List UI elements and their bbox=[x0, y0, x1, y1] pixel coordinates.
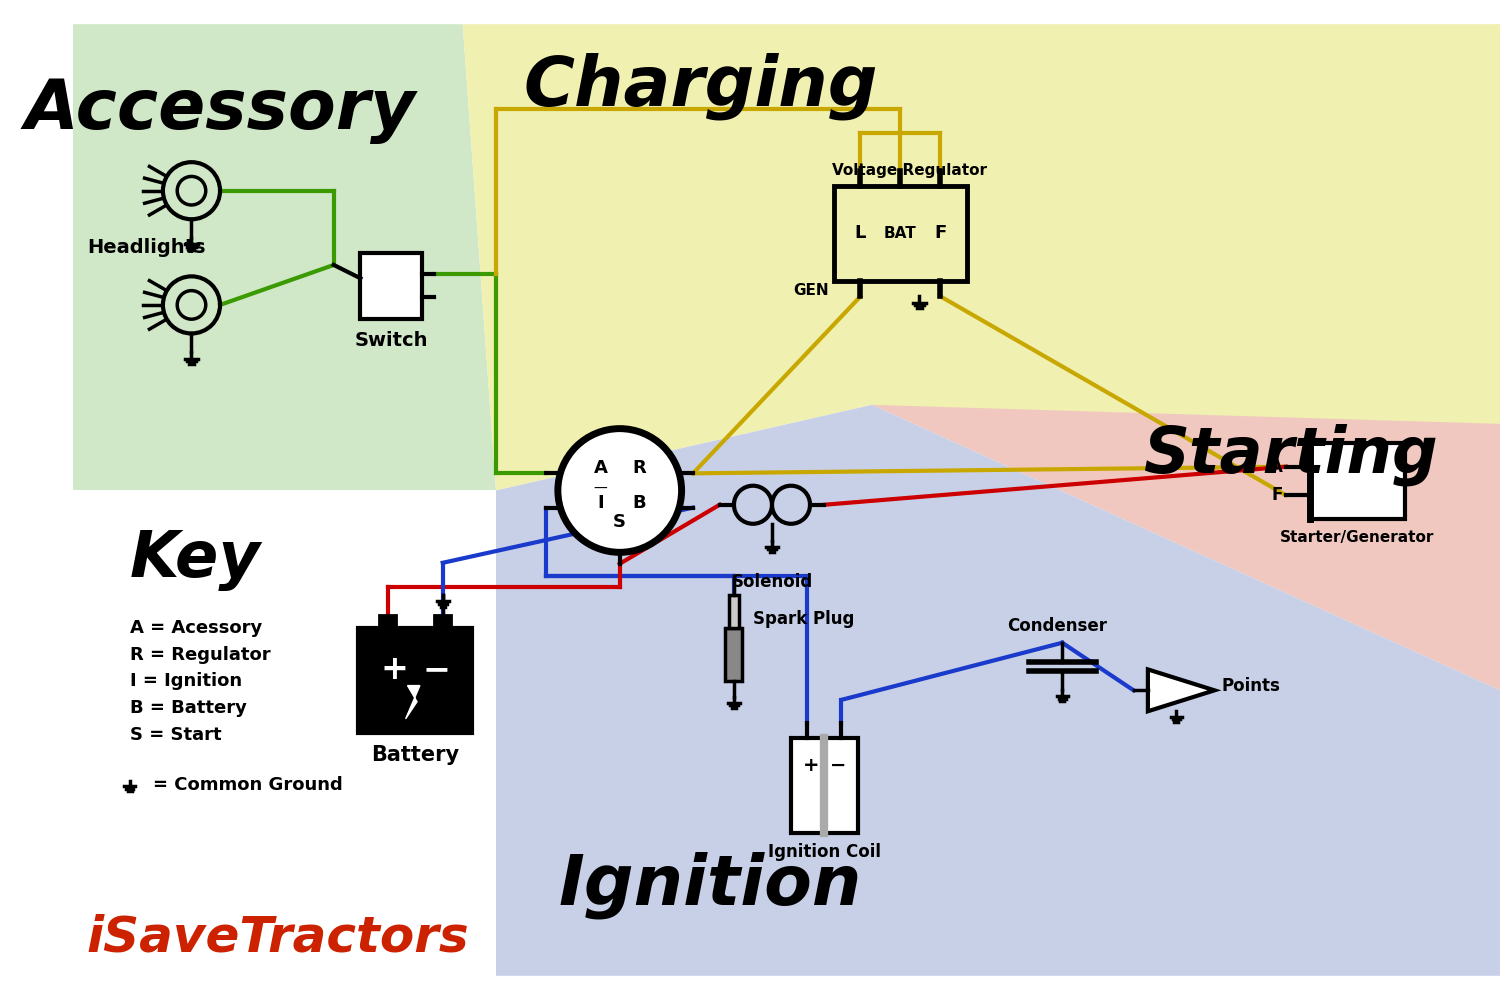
Text: I = Ignition: I = Ignition bbox=[129, 672, 242, 690]
Text: Headlights: Headlights bbox=[87, 238, 206, 257]
Polygon shape bbox=[496, 405, 1500, 976]
Polygon shape bbox=[871, 405, 1500, 690]
Polygon shape bbox=[72, 24, 497, 490]
Text: B: B bbox=[632, 494, 645, 512]
Text: —: — bbox=[594, 481, 608, 495]
Text: Voltage Regulator: Voltage Regulator bbox=[833, 163, 987, 178]
Text: −: − bbox=[422, 653, 450, 686]
Polygon shape bbox=[462, 24, 1500, 490]
Polygon shape bbox=[405, 686, 420, 719]
Polygon shape bbox=[72, 490, 497, 976]
Text: A = Acessory: A = Acessory bbox=[129, 619, 262, 637]
Bar bbox=[834, 186, 968, 281]
Text: GEN: GEN bbox=[794, 283, 830, 298]
Circle shape bbox=[558, 429, 681, 552]
Text: Key: Key bbox=[129, 529, 261, 591]
Bar bbox=[1310, 443, 1406, 519]
Text: Solenoid: Solenoid bbox=[732, 573, 813, 591]
Text: = Common Ground: = Common Ground bbox=[153, 776, 344, 794]
Text: BAT: BAT bbox=[884, 226, 916, 241]
Bar bbox=[726, 628, 742, 681]
Text: F: F bbox=[934, 224, 946, 242]
Text: Starting: Starting bbox=[1143, 424, 1438, 486]
Text: R: R bbox=[632, 459, 645, 477]
Text: S = Start: S = Start bbox=[129, 726, 220, 744]
Text: A: A bbox=[1270, 458, 1282, 476]
Text: Ignition Coil: Ignition Coil bbox=[768, 843, 880, 861]
Text: +: + bbox=[380, 653, 408, 686]
Text: R = Regulator: R = Regulator bbox=[129, 646, 270, 664]
Polygon shape bbox=[1148, 669, 1215, 711]
Text: Switch: Switch bbox=[354, 331, 428, 350]
Text: Spark Plug: Spark Plug bbox=[753, 610, 855, 628]
Text: Condenser: Condenser bbox=[1008, 617, 1107, 635]
Bar bbox=[790, 738, 858, 833]
Bar bbox=[380, 615, 396, 628]
Text: Accessory: Accessory bbox=[24, 77, 416, 144]
Text: Starter/Generator: Starter/Generator bbox=[1280, 530, 1434, 545]
Text: Battery: Battery bbox=[370, 745, 459, 765]
Text: F: F bbox=[1272, 486, 1282, 504]
Text: iSaveTractors: iSaveTractors bbox=[87, 914, 470, 962]
Bar bbox=[358, 628, 472, 733]
Text: +: + bbox=[802, 756, 819, 775]
Text: A: A bbox=[594, 459, 608, 477]
Bar bbox=[360, 253, 423, 319]
Text: Ignition: Ignition bbox=[558, 851, 862, 919]
Bar bbox=[729, 595, 738, 628]
Text: −: − bbox=[830, 756, 846, 775]
Text: B = Battery: B = Battery bbox=[129, 699, 246, 717]
Text: S: S bbox=[614, 513, 626, 531]
Text: I: I bbox=[597, 494, 604, 512]
Text: L: L bbox=[855, 224, 865, 242]
Text: Points: Points bbox=[1221, 677, 1280, 695]
Text: Charging: Charging bbox=[524, 53, 878, 120]
Bar bbox=[433, 615, 451, 628]
